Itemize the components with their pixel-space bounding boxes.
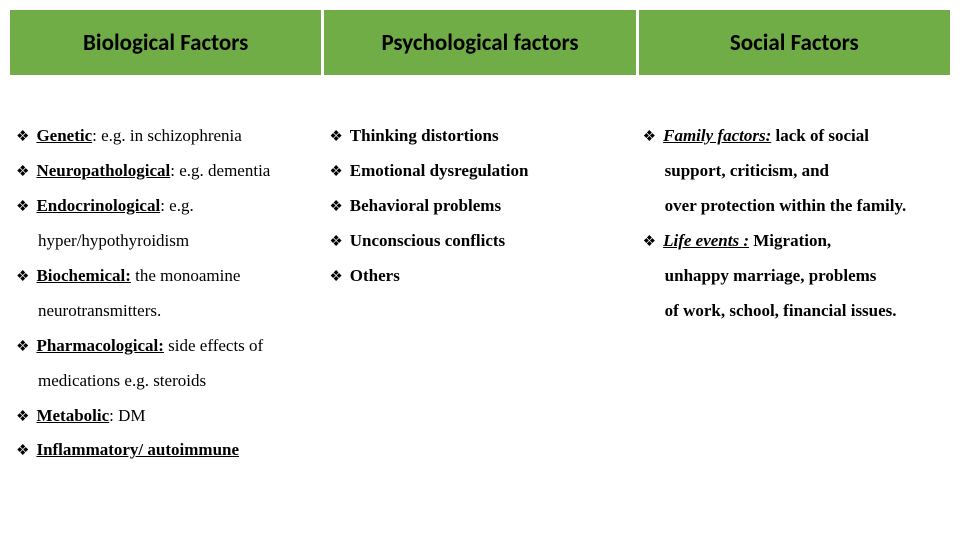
bullet-icon: ❖ <box>329 267 342 287</box>
item-text: Thinking distortions <box>350 125 499 148</box>
item-text: Behavioral problems <box>350 195 501 218</box>
item-text: Metabolic: DM <box>36 405 145 428</box>
item-text: Inflammatory/ autoimmune <box>36 439 239 462</box>
item-continuation: unhappy marriage, problems <box>665 265 944 288</box>
item-continuation: support, criticism, and <box>665 160 944 183</box>
item-continuation: neurotransmitters. <box>38 300 317 323</box>
bullet-icon: ❖ <box>329 232 342 252</box>
bullet-icon: ❖ <box>16 127 29 147</box>
bullet-icon: ❖ <box>329 127 342 147</box>
list-item: ❖ Biochemical: the monoamine <box>16 265 317 288</box>
list-item: ❖ Pharmacological: side effects of <box>16 335 317 358</box>
list-item: ❖ Others <box>329 265 630 288</box>
item-text: Neuropathological: e.g. dementia <box>36 160 270 183</box>
bullet-icon: ❖ <box>329 162 342 182</box>
content-row: ❖ Genetic: e.g. in schizophrenia ❖ Neuro… <box>10 125 950 474</box>
col-social: ❖ Family factors: lack of social support… <box>637 125 950 474</box>
item-text: Genetic: e.g. in schizophrenia <box>36 125 241 148</box>
bullet-icon: ❖ <box>16 162 29 182</box>
list-item: ❖ Unconscious conflicts <box>329 230 630 253</box>
item-text: Others <box>350 265 400 288</box>
item-continuation: medications e.g. steroids <box>38 370 317 393</box>
bullet-icon: ❖ <box>16 267 29 287</box>
list-item: ❖ Behavioral problems <box>329 195 630 218</box>
item-text: Biochemical: the monoamine <box>36 265 240 288</box>
bullet-icon: ❖ <box>643 127 656 147</box>
header-social: Social Factors <box>639 10 950 75</box>
header-psychological: Psychological factors <box>324 10 638 75</box>
col-psychological: ❖ Thinking distortions ❖ Emotional dysre… <box>323 125 636 474</box>
list-item: ❖ Inflammatory/ autoimmune <box>16 439 317 462</box>
item-continuation: hyper/hypothyroidism <box>38 230 317 253</box>
list-item: ❖ Emotional dysregulation <box>329 160 630 183</box>
list-item: ❖ Life events : Migration, <box>643 230 944 253</box>
bullet-icon: ❖ <box>16 407 29 427</box>
item-text: Emotional dysregulation <box>350 160 529 183</box>
item-text: Unconscious conflicts <box>350 230 505 253</box>
bullet-icon: ❖ <box>16 197 29 217</box>
bullet-icon: ❖ <box>16 441 29 461</box>
bullet-icon: ❖ <box>329 197 342 217</box>
list-item: ❖ Neuropathological: e.g. dementia <box>16 160 317 183</box>
col-biological: ❖ Genetic: e.g. in schizophrenia ❖ Neuro… <box>10 125 323 474</box>
list-item: ❖ Family factors: lack of social <box>643 125 944 148</box>
slide: Biological Factors Psychological factors… <box>0 10 960 550</box>
item-continuation: over protection within the family. <box>665 195 944 218</box>
list-item: ❖ Genetic: e.g. in schizophrenia <box>16 125 317 148</box>
header-biological: Biological Factors <box>10 10 324 75</box>
item-text: Family factors: lack of social <box>663 125 869 148</box>
item-text: Pharmacological: side effects of <box>36 335 263 358</box>
list-item: ❖ Metabolic: DM <box>16 405 317 428</box>
item-continuation: of work, school, financial issues. <box>665 300 944 323</box>
header-row: Biological Factors Psychological factors… <box>10 10 950 75</box>
list-item: ❖ Thinking distortions <box>329 125 630 148</box>
bullet-icon: ❖ <box>643 232 656 252</box>
item-text: Endocrinological: e.g. <box>36 195 193 218</box>
list-item: ❖ Endocrinological: e.g. <box>16 195 317 218</box>
item-text: Life events : Migration, <box>663 230 831 253</box>
bullet-icon: ❖ <box>16 337 29 357</box>
